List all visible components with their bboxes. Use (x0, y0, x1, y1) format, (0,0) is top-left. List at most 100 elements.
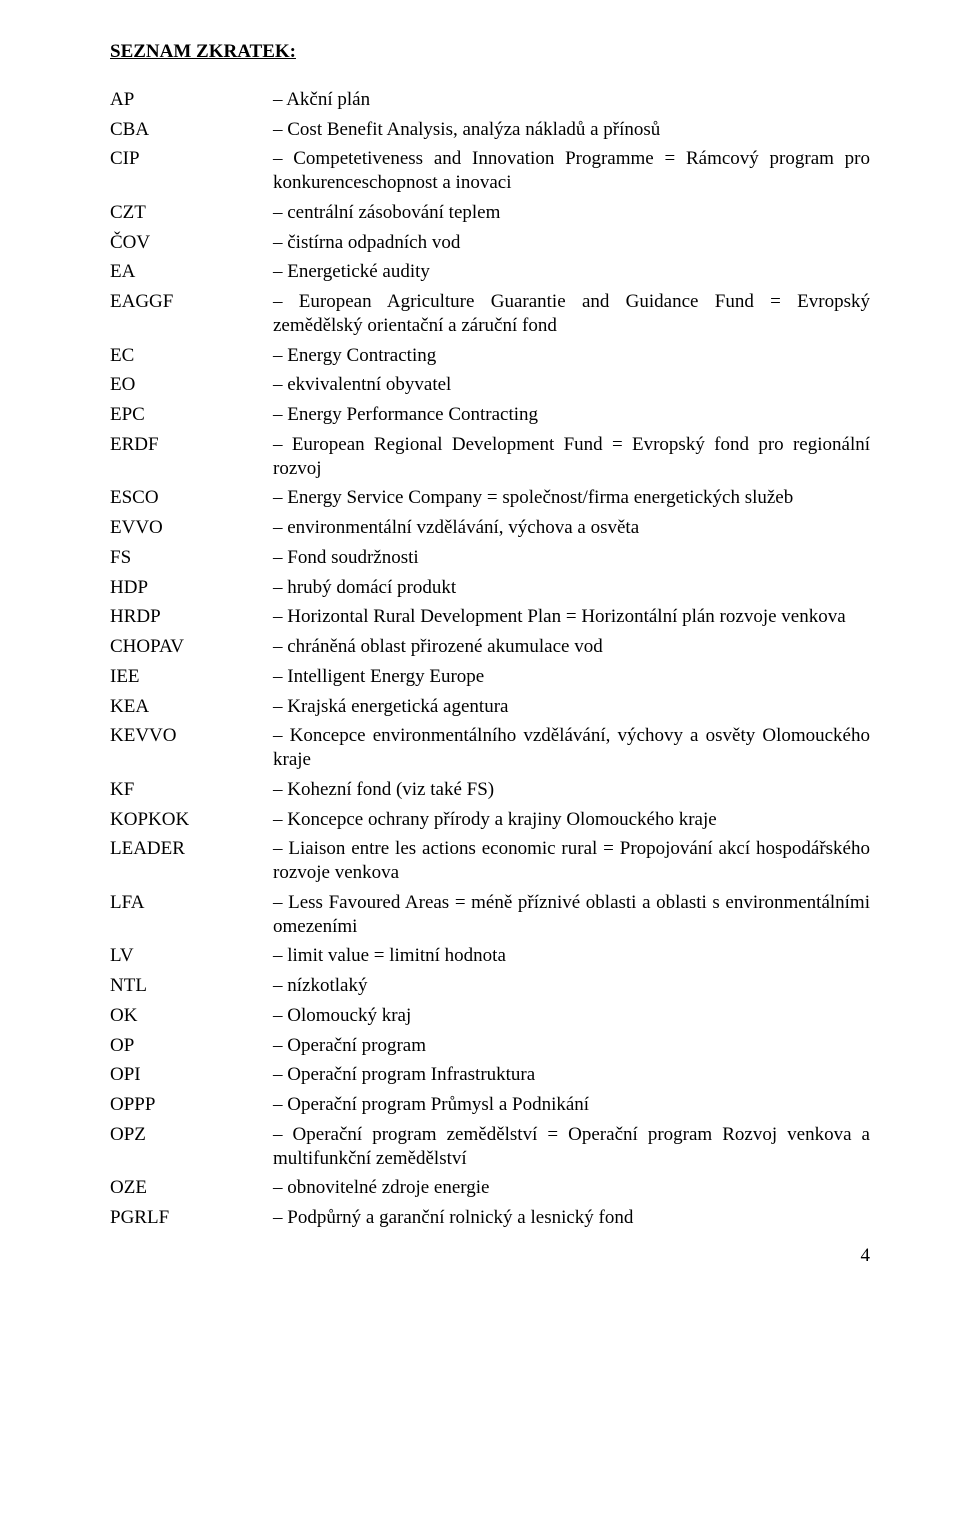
abbr-cell: LV (110, 944, 273, 968)
abbr-cell: FS (110, 546, 273, 570)
abbr-cell: KEVVO (110, 724, 273, 748)
def-cell: – Krajská energetická agentura (273, 695, 870, 719)
list-item: IEE– Intelligent Energy Europe (110, 665, 870, 689)
list-item: OZE– obnovitelné zdroje energie (110, 1176, 870, 1200)
list-item: KF– Kohezní fond (viz také FS) (110, 778, 870, 802)
def-cell: – nízkotlaký (273, 974, 870, 998)
def-cell: – Operační program zemědělství = Operačn… (273, 1123, 870, 1171)
def-cell: – Energy Service Company = společnost/fi… (273, 486, 870, 510)
def-cell: – Operační program Infrastruktura (273, 1063, 870, 1087)
list-item: OPI– Operační program Infrastruktura (110, 1063, 870, 1087)
abbr-cell: EA (110, 260, 273, 284)
abbr-cell: KF (110, 778, 273, 802)
def-cell: – Koncepce ochrany přírody a krajiny Olo… (273, 808, 870, 832)
list-item: CIP– Competetiveness and Innovation Prog… (110, 147, 870, 195)
def-cell: – obnovitelné zdroje energie (273, 1176, 870, 1200)
list-item: KEVVO– Koncepce environmentálního vzdělá… (110, 724, 870, 772)
page-title: SEZNAM ZKRATEK: (110, 40, 870, 64)
abbr-cell: EO (110, 373, 273, 397)
page-number: 4 (110, 1244, 870, 1268)
def-cell: – centrální zásobování teplem (273, 201, 870, 225)
list-item: PGRLF– Podpůrný a garanční rolnický a le… (110, 1206, 870, 1230)
def-cell: – chráněná oblast přirozené akumulace vo… (273, 635, 870, 659)
def-cell: – Cost Benefit Analysis, analýza nákladů… (273, 118, 870, 142)
def-cell: – Operační program (273, 1034, 870, 1058)
list-item: EPC– Energy Performance Contracting (110, 403, 870, 427)
abbr-cell: OPZ (110, 1123, 273, 1147)
list-item: CZT– centrální zásobování teplem (110, 201, 870, 225)
abbr-cell: ERDF (110, 433, 273, 457)
def-cell: – Intelligent Energy Europe (273, 665, 870, 689)
abbr-cell: OZE (110, 1176, 273, 1200)
def-cell: – environmentální vzdělávání, výchova a … (273, 516, 870, 540)
def-cell: – Less Favoured Areas = méně příznivé ob… (273, 891, 870, 939)
abbr-cell: OPI (110, 1063, 273, 1087)
list-item: ESCO– Energy Service Company = společnos… (110, 486, 870, 510)
abbreviation-list: AP– Akční plánCBA– Cost Benefit Analysis… (110, 88, 870, 1230)
abbr-cell: CHOPAV (110, 635, 273, 659)
abbr-cell: PGRLF (110, 1206, 273, 1230)
list-item: HDP– hrubý domácí produkt (110, 576, 870, 600)
list-item: OK– Olomoucký kraj (110, 1004, 870, 1028)
abbr-cell: CIP (110, 147, 273, 171)
def-cell: – Podpůrný a garanční rolnický a lesnick… (273, 1206, 870, 1230)
abbr-cell: CBA (110, 118, 273, 142)
abbr-cell: HRDP (110, 605, 273, 629)
def-cell: – Horizontal Rural Development Plan = Ho… (273, 605, 870, 629)
abbr-cell: OPPP (110, 1093, 273, 1117)
abbr-cell: OK (110, 1004, 273, 1028)
list-item: KOPKOK– Koncepce ochrany přírody a kraji… (110, 808, 870, 832)
def-cell: – Koncepce environmentálního vzdělávání,… (273, 724, 870, 772)
def-cell: – Liaison entre les actions economic rur… (273, 837, 870, 885)
abbr-cell: AP (110, 88, 273, 112)
list-item: EA– Energetické audity (110, 260, 870, 284)
abbr-cell: EAGGF (110, 290, 273, 314)
abbr-cell: EC (110, 344, 273, 368)
def-cell: – Kohezní fond (viz také FS) (273, 778, 870, 802)
list-item: OPZ– Operační program zemědělství = Oper… (110, 1123, 870, 1171)
abbr-cell: OP (110, 1034, 273, 1058)
abbr-cell: KOPKOK (110, 808, 273, 832)
abbr-cell: ESCO (110, 486, 273, 510)
abbr-cell: HDP (110, 576, 273, 600)
list-item: OP– Operační program (110, 1034, 870, 1058)
list-item: ERDF– European Regional Development Fund… (110, 433, 870, 481)
def-cell: – Operační program Průmysl a Podnikání (273, 1093, 870, 1117)
abbr-cell: EVVO (110, 516, 273, 540)
abbr-cell: ČOV (110, 231, 273, 255)
def-cell: – European Regional Development Fund = E… (273, 433, 870, 481)
def-cell: – ekvivalentní obyvatel (273, 373, 870, 397)
abbr-cell: KEA (110, 695, 273, 719)
abbr-cell: CZT (110, 201, 273, 225)
abbr-cell: NTL (110, 974, 273, 998)
def-cell: – Olomoucký kraj (273, 1004, 870, 1028)
list-item: HRDP– Horizontal Rural Development Plan … (110, 605, 870, 629)
def-cell: – Energy Contracting (273, 344, 870, 368)
list-item: EVVO– environmentální vzdělávání, výchov… (110, 516, 870, 540)
list-item: FS– Fond soudržnosti (110, 546, 870, 570)
def-cell: – limit value = limitní hodnota (273, 944, 870, 968)
def-cell: – čistírna odpadních vod (273, 231, 870, 255)
def-cell: – Akční plán (273, 88, 870, 112)
list-item: OPPP– Operační program Průmysl a Podniká… (110, 1093, 870, 1117)
def-cell: – Competetiveness and Innovation Program… (273, 147, 870, 195)
list-item: EO– ekvivalentní obyvatel (110, 373, 870, 397)
list-item: AP– Akční plán (110, 88, 870, 112)
list-item: CHOPAV– chráněná oblast přirozené akumul… (110, 635, 870, 659)
abbr-cell: LEADER (110, 837, 273, 861)
list-item: NTL– nízkotlaký (110, 974, 870, 998)
def-cell: – Energetické audity (273, 260, 870, 284)
list-item: EAGGF– European Agriculture Guarantie an… (110, 290, 870, 338)
def-cell: – European Agriculture Guarantie and Gui… (273, 290, 870, 338)
list-item: LEADER– Liaison entre les actions econom… (110, 837, 870, 885)
def-cell: – Fond soudržnosti (273, 546, 870, 570)
abbr-cell: IEE (110, 665, 273, 689)
def-cell: – Energy Performance Contracting (273, 403, 870, 427)
list-item: KEA– Krajská energetická agentura (110, 695, 870, 719)
def-cell: – hrubý domácí produkt (273, 576, 870, 600)
list-item: EC– Energy Contracting (110, 344, 870, 368)
list-item: ČOV– čistírna odpadních vod (110, 231, 870, 255)
abbr-cell: EPC (110, 403, 273, 427)
list-item: LV– limit value = limitní hodnota (110, 944, 870, 968)
abbr-cell: LFA (110, 891, 273, 915)
